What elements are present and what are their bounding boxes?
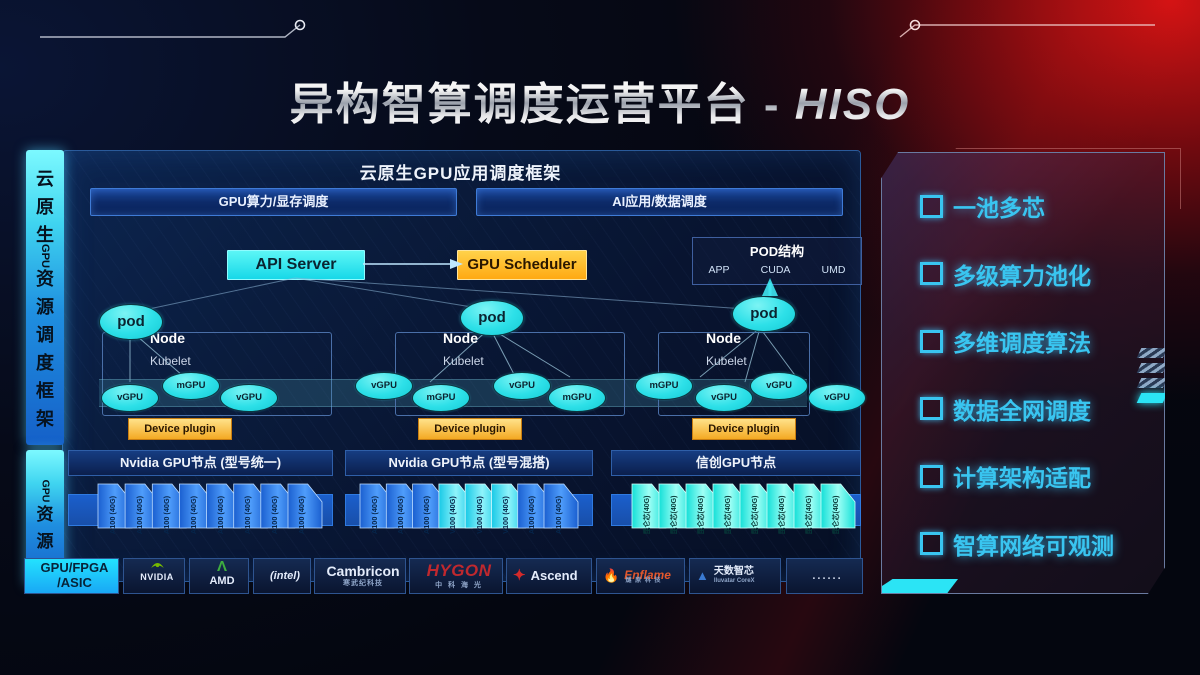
svg-text:A100 (40G): A100 (40G) [135,495,144,534]
svg-text:昆仑芯(40G): 昆仑芯(40G) [750,496,759,535]
svg-text:A100 (40G): A100 (40G) [396,495,405,534]
svg-text:昆仑芯(40G): 昆仑芯(40G) [804,496,813,535]
svg-text:V100 (40G): V100 (40G) [501,496,510,534]
svg-text:A100 (40G): A100 (40G) [216,495,225,534]
svg-text:A100 (40G): A100 (40G) [297,495,306,534]
svg-text:A100 (40G): A100 (40G) [422,495,431,534]
svg-text:昆仑芯(40G): 昆仑芯(40G) [723,496,732,535]
svg-text:A100 (40G): A100 (40G) [108,495,117,534]
svg-text:昆仑芯(40G): 昆仑芯(40G) [777,496,786,535]
svg-text:昆仑芯(40G): 昆仑芯(40G) [669,496,678,535]
svg-text:昆仑芯(40G): 昆仑芯(40G) [642,496,651,535]
svg-text:A100 (40G): A100 (40G) [554,495,563,534]
svg-text:昆仑芯(40G): 昆仑芯(40G) [696,496,705,535]
svg-text:昆仑芯(40G): 昆仑芯(40G) [831,496,840,535]
svg-text:A100 (40G): A100 (40G) [370,495,379,534]
svg-text:V100 (40G): V100 (40G) [448,496,457,534]
svg-text:A100 (40G): A100 (40G) [270,495,279,534]
svg-text:A100 (40G): A100 (40G) [162,495,171,534]
svg-text:V100 (40G): V100 (40G) [475,496,484,534]
svg-text:A100 (40G): A100 (40G) [189,495,198,534]
svg-text:A100 (40G): A100 (40G) [527,495,536,534]
svg-text:A100 (40G): A100 (40G) [243,495,252,534]
